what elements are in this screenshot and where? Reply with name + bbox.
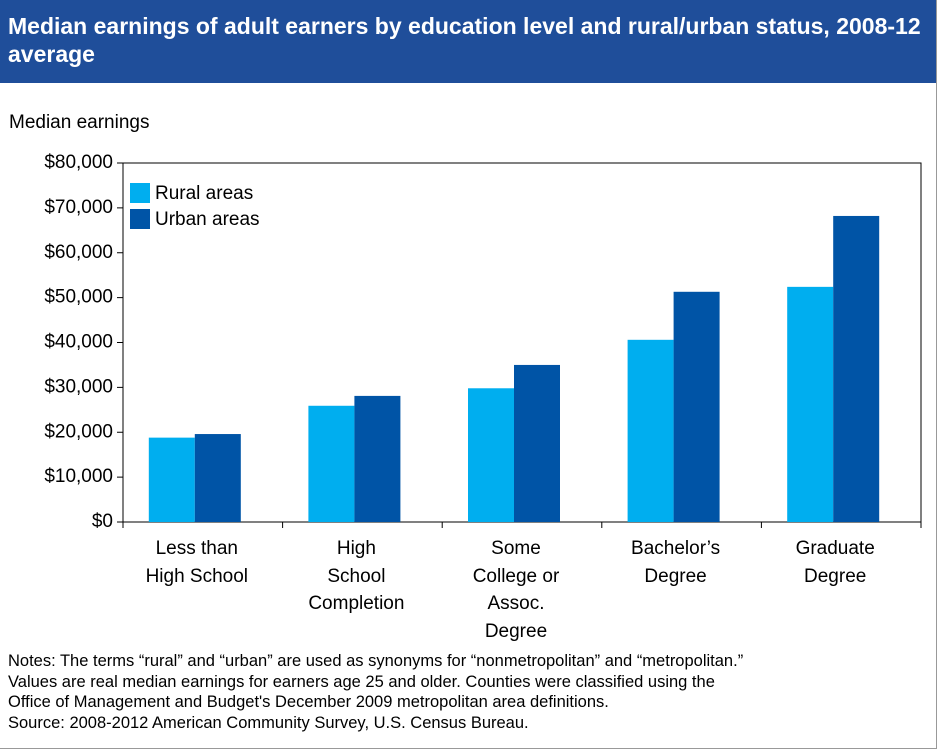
legend-label: Rural areas xyxy=(155,183,253,204)
x-tick-label: High School Completion xyxy=(308,538,405,614)
y-tick-label: $60,000 xyxy=(44,242,113,263)
x-tick-label: Some College or Assoc. Degree xyxy=(472,538,560,642)
bar xyxy=(673,291,720,522)
bar xyxy=(354,395,401,522)
bar xyxy=(468,388,514,522)
x-tick-label: Bachelor’s Degree xyxy=(631,538,721,587)
y-tick-label: $20,000 xyxy=(44,421,113,442)
note-line: Values are real median earnings for earn… xyxy=(8,672,715,691)
bar xyxy=(308,405,355,522)
legend-swatch xyxy=(130,209,150,229)
x-tick-label: Graduate Degree xyxy=(795,538,875,587)
note-line: Office of Management and Budget's Decemb… xyxy=(8,693,609,711)
y-tick-label: $50,000 xyxy=(44,287,113,308)
y-tick-label: $0 xyxy=(92,511,113,532)
chart-title: Median earnings of adult earners by educ… xyxy=(0,0,937,83)
bar xyxy=(833,215,880,522)
y-tick-label: $80,000 xyxy=(44,152,113,173)
y-tick-label: $70,000 xyxy=(44,197,113,218)
bar xyxy=(148,437,195,522)
bar xyxy=(787,286,834,522)
note-line: Source: 2008-2012 American Community Sur… xyxy=(8,713,529,732)
legend-label: Urban areas xyxy=(155,209,260,230)
y-tick-label: $40,000 xyxy=(44,332,113,353)
notes: Notes: The terms “rural” and “urban” are… xyxy=(8,651,743,733)
y-tick-label: $30,000 xyxy=(44,376,113,397)
legend-swatch xyxy=(130,183,150,203)
bar xyxy=(514,364,560,522)
x-tick-label: Less than High School xyxy=(145,538,249,587)
y-axis-label: Median earnings xyxy=(9,112,149,133)
bar xyxy=(194,434,241,522)
bar xyxy=(627,339,674,522)
y-tick-label: $10,000 xyxy=(44,466,113,487)
note-line: Notes: The terms “rural” and “urban” are… xyxy=(8,652,744,670)
